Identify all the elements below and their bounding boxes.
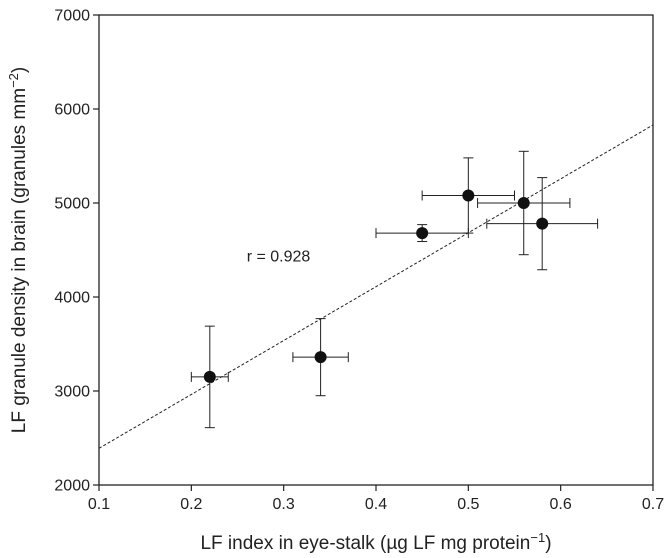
y-tick-label: 3000 (54, 384, 90, 401)
data-marker (462, 189, 475, 202)
x-tick-label: 0.4 (365, 496, 387, 513)
x-tick-label: 0.6 (550, 496, 572, 513)
y-tick-label: 5000 (54, 196, 90, 213)
x-tick-label: 0.7 (642, 496, 664, 513)
y-tick-label: 4000 (54, 290, 90, 307)
x-axis-title: LF index in eye-stalk (µg LF mg protein−… (200, 530, 551, 554)
data-point (292, 318, 349, 397)
y-tick-label: 2000 (54, 478, 90, 495)
correlation-annotation: r = 0.928 (247, 248, 311, 265)
data-marker (314, 351, 327, 364)
data-point (486, 177, 599, 271)
y-axis-title: LF granule density in brain (granules mm… (6, 67, 30, 434)
data-point (375, 224, 469, 243)
y-tick-label: 7000 (54, 8, 90, 25)
y-axis-ticks: 2000 3000 4000 5000 6000 7000 (54, 8, 99, 495)
x-tick-label: 0.5 (457, 496, 479, 513)
plot-frame (98, 14, 654, 486)
data-point (477, 150, 571, 256)
x-tick-label: 0.3 (273, 496, 295, 513)
data-marker (203, 370, 216, 383)
x-tick-label: 0.2 (180, 496, 202, 513)
y-tick-label: 6000 (54, 102, 90, 119)
data-point (421, 157, 515, 234)
x-tick-label: 0.1 (88, 496, 110, 513)
data-marker (517, 197, 530, 209)
x-axis-ticks: 0.1 0.2 0.3 0.4 0.5 0.6 0.7 (88, 485, 664, 513)
data-points (190, 150, 599, 429)
data-marker (536, 217, 549, 230)
data-point (190, 325, 229, 429)
data-marker (416, 227, 429, 240)
regression-line (98, 124, 654, 449)
